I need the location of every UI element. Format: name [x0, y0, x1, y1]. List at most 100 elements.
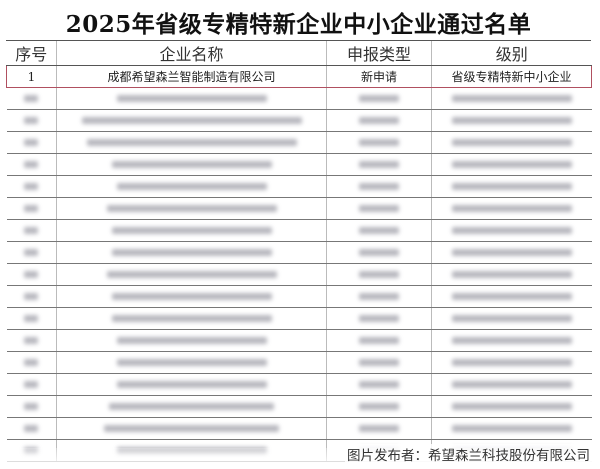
cell-company: 成都希望森兰智能制造有限公司	[56, 65, 327, 88]
cell-level	[431, 219, 592, 242]
redacted-text	[451, 227, 572, 234]
table-row-highlighted: 1 成都希望森兰智能制造有限公司 新申请 省级专精特新中小企业	[6, 65, 592, 88]
redacted-text	[359, 183, 399, 190]
redacted-text	[451, 425, 572, 432]
cell-company	[56, 329, 327, 352]
redacted-text	[116, 359, 267, 366]
cell-company	[56, 307, 327, 330]
redacted-text	[24, 315, 39, 322]
cell-type	[326, 175, 432, 198]
cell-type	[326, 329, 432, 352]
cell-level: 省级专精特新中小企业	[431, 65, 592, 88]
company-list-table: 序号 企业名称 申报类型 级别 1 成都希望森兰智能制造有限公司 新申请 省级专…	[6, 41, 592, 462]
cell-company	[56, 153, 327, 176]
redacted-text	[111, 249, 272, 256]
table-row-redacted	[6, 263, 592, 286]
cell-level	[431, 395, 592, 418]
redacted-text	[451, 183, 572, 190]
redacted-text	[24, 249, 39, 256]
cell-level	[431, 263, 592, 286]
table-row-redacted	[6, 395, 592, 418]
redacted-text	[24, 183, 39, 190]
cell-type: 新申请	[326, 65, 432, 88]
redacted-text	[451, 161, 572, 168]
redacted-text	[451, 359, 572, 366]
cell-company	[56, 417, 327, 440]
cell-index	[6, 87, 57, 110]
cell-index	[6, 329, 57, 352]
redacted-text	[111, 293, 272, 300]
table-row-redacted	[6, 351, 592, 374]
image-credit: 图片发布者：希望森兰科技股份有限公司	[345, 444, 592, 464]
redacted-text	[359, 95, 399, 102]
redacted-text	[24, 425, 39, 432]
cell-index	[6, 263, 57, 286]
redacted-text	[24, 337, 39, 344]
document-sheet: 2025年省级专精特新企业中小企业通过名单 序号 企业名称 申报类型 级别 1 …	[6, 10, 592, 462]
redacted-text	[116, 183, 267, 190]
cell-type	[326, 131, 432, 154]
cell-company	[56, 175, 327, 198]
redacted-text	[24, 117, 39, 124]
redacted-text	[86, 139, 297, 146]
cell-company	[56, 351, 327, 374]
table-row-redacted	[6, 373, 592, 396]
redacted-text	[111, 227, 272, 234]
redacted-text	[451, 337, 572, 344]
cell-index	[6, 417, 57, 440]
cell-type	[326, 87, 432, 110]
table-row-redacted	[6, 417, 592, 440]
redacted-text	[24, 293, 39, 300]
redacted-text	[451, 117, 572, 124]
redacted-text	[111, 315, 272, 322]
table-header-row: 序号 企业名称 申报类型 级别	[6, 41, 592, 66]
cell-level	[431, 241, 592, 264]
table-row-redacted	[6, 109, 592, 132]
redacted-text	[24, 227, 39, 234]
cell-company	[56, 219, 327, 242]
cell-company	[56, 373, 327, 396]
cell-level	[431, 109, 592, 132]
cell-type	[326, 307, 432, 330]
redacted-text	[359, 249, 399, 256]
cell-index	[6, 175, 57, 198]
cell-index	[6, 395, 57, 418]
cell-type	[326, 395, 432, 418]
cell-index	[6, 153, 57, 176]
cell-level	[431, 329, 592, 352]
table-row-redacted	[6, 219, 592, 242]
cell-level	[431, 153, 592, 176]
redacted-text	[451, 205, 572, 212]
table-row-redacted	[6, 197, 592, 220]
redacted-text	[106, 205, 277, 212]
redacted-text	[24, 161, 39, 168]
redacted-text	[24, 205, 39, 212]
redacted-text	[24, 139, 39, 146]
cell-company	[56, 395, 327, 418]
document-title: 2025年省级专精特新企业中小企业通过名单	[6, 10, 591, 41]
redacted-text	[24, 381, 39, 388]
redacted-text	[359, 359, 399, 366]
redacted-text	[451, 403, 572, 410]
cell-index	[6, 197, 57, 220]
redacted-text	[81, 117, 302, 124]
redacted-text	[451, 271, 572, 278]
cell-index	[6, 109, 57, 132]
cell-company	[56, 241, 327, 264]
cell-level	[431, 131, 592, 154]
redacted-text	[359, 117, 399, 124]
cell-type	[326, 197, 432, 220]
cell-index	[6, 307, 57, 330]
redacted-text	[359, 381, 399, 388]
cell-level	[431, 285, 592, 308]
redacted-text	[109, 403, 274, 410]
cell-type	[326, 417, 432, 440]
cell-type	[326, 263, 432, 286]
redacted-text	[359, 139, 399, 146]
table-row-redacted	[6, 285, 592, 308]
redacted-text	[116, 95, 267, 102]
column-header-level: 级别	[431, 41, 592, 66]
column-header-company: 企业名称	[56, 41, 327, 66]
redacted-text	[116, 337, 267, 344]
table-row-redacted	[6, 153, 592, 176]
